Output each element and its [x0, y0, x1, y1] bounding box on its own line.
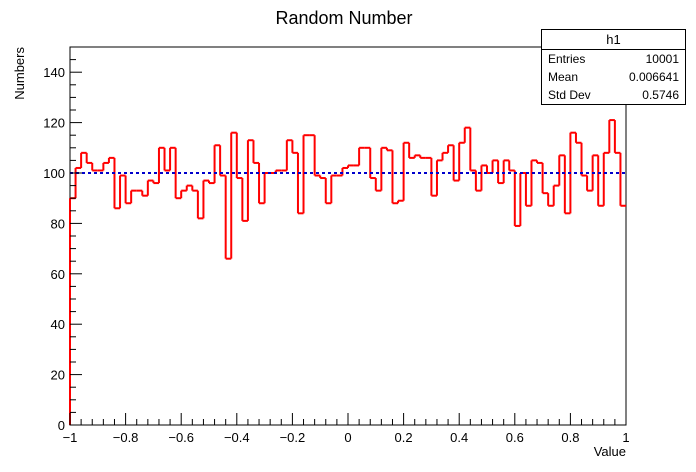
stats-row-mean: Mean 0.006641	[542, 68, 685, 86]
x-axis: −1 −0.8 −0.6 −0.4 −0.2 0 0.2 0.4 0.6 0.8 1	[63, 413, 630, 445]
y-tick-label: 100	[43, 166, 65, 181]
stats-title: h1	[542, 30, 685, 50]
y-tick-label: 40	[51, 317, 65, 332]
x-tick-label: 0.6	[506, 430, 524, 445]
x-tick-label: 0.2	[395, 430, 413, 445]
histogram-series	[69, 119, 626, 425]
chart-title: Random Number	[275, 8, 412, 28]
x-tick-label: 0.4	[450, 430, 468, 445]
stats-box: h1 Entries 10001 Mean 0.006641 Std Dev 0…	[541, 29, 686, 105]
stats-label: Std Dev	[548, 88, 591, 102]
x-axis-label: Value	[594, 444, 626, 459]
stats-row-entries: Entries 10001	[542, 50, 685, 68]
stats-label: Entries	[548, 52, 586, 66]
x-tick-label: −0.6	[168, 430, 194, 445]
x-tick-label: −1	[63, 430, 78, 445]
stats-value: 0.006641	[628, 70, 679, 84]
y-tick-label: 80	[51, 216, 65, 231]
y-axis: 0 20 40 60 80 100 120 140	[43, 46, 82, 433]
stats-label: Mean	[548, 70, 579, 84]
x-tick-label: 0.8	[561, 430, 579, 445]
y-tick-label: 120	[43, 116, 65, 131]
y-tick-label: 0	[58, 418, 65, 433]
x-tick-label: −0.8	[113, 430, 139, 445]
y-tick-label: 20	[51, 368, 65, 383]
y-axis-label: Numbers	[12, 47, 27, 100]
x-tick-label: −0.4	[224, 430, 250, 445]
x-tick-label: 1	[622, 430, 629, 445]
stats-value: 0.5746	[642, 88, 679, 102]
stats-value: 10001	[645, 52, 679, 66]
stats-row-std-dev: Std Dev 0.5746	[542, 86, 685, 104]
x-tick-label: −0.2	[280, 430, 306, 445]
y-tick-label: 140	[43, 65, 65, 80]
x-tick-label: 0	[344, 430, 351, 445]
y-tick-label: 60	[51, 267, 65, 282]
